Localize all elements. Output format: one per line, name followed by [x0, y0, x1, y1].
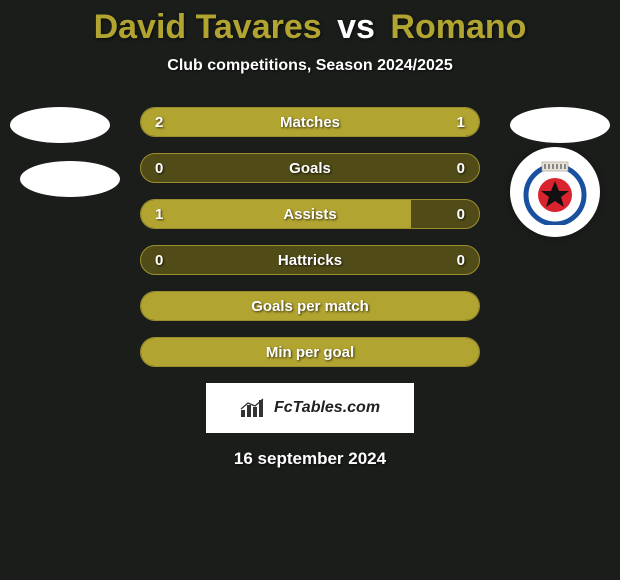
stat-row-goals: Goals0 0 [140, 153, 480, 183]
date-label: 16 september 2024 [0, 449, 620, 469]
stat-value-right: 1 [457, 108, 465, 136]
stat-value-right: 0 [457, 200, 465, 228]
bars-container: Matches21Goals00Assists10Hattricks00Goal… [140, 107, 480, 367]
stat-label: Goals [141, 154, 479, 182]
stat-label: Min per goal [141, 338, 479, 366]
stat-label: Matches [141, 108, 479, 136]
stat-row-hattricks: Hattricks0 0 [140, 245, 480, 275]
stat-value-left: 2 [155, 108, 163, 136]
player2-club-badge [510, 147, 600, 237]
fctables-logo: FcTables.com [206, 383, 414, 433]
player1-avatar-placeholder-1 [10, 107, 110, 143]
stat-value-right: 0 [457, 246, 465, 274]
comparison-chart: Matches21Goals00Assists10Hattricks00Goal… [0, 107, 620, 367]
stat-row-assists: Assists1 0 [140, 199, 480, 229]
stat-row-min-per-goal: Min per goal [140, 337, 480, 367]
stat-label: Goals per match [141, 292, 479, 320]
stat-row-matches: Matches2 1 [140, 107, 480, 137]
player2-avatar-placeholder [510, 107, 610, 143]
stat-label: Assists [141, 200, 479, 228]
stat-value-left: 1 [155, 200, 163, 228]
club-badge-icon [522, 159, 588, 225]
player1-avatar-placeholder-2 [20, 161, 120, 197]
bar-chart-icon [240, 398, 268, 418]
stat-value-right: 0 [457, 154, 465, 182]
logo-text: FcTables.com [274, 399, 380, 417]
stat-value-left: 0 [155, 154, 163, 182]
page-title: David Tavares vs Romano [0, 0, 620, 47]
title-vs: vs [337, 8, 375, 46]
stat-label: Hattricks [141, 246, 479, 274]
subtitle: Club competitions, Season 2024/2025 [0, 57, 620, 75]
title-player1: David Tavares [94, 8, 322, 46]
stat-value-left: 0 [155, 246, 163, 274]
stat-row-goals-per-match: Goals per match [140, 291, 480, 321]
title-player2: Romano [390, 8, 526, 46]
